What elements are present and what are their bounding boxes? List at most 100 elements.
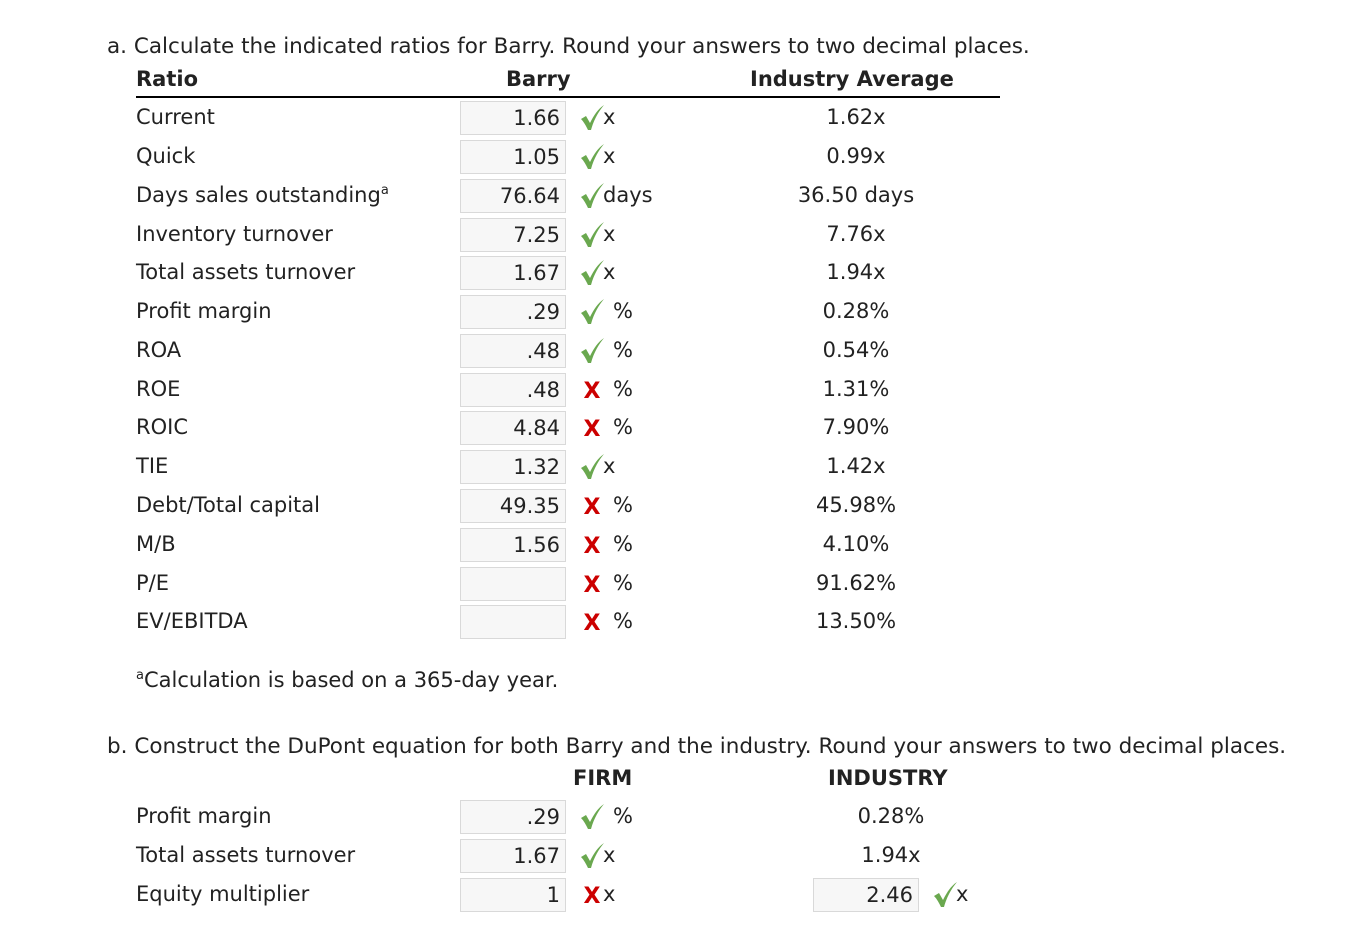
row-label-text: P/E bbox=[136, 571, 170, 595]
ratio-row-mark: X bbox=[579, 492, 605, 520]
ratio-row-input[interactable] bbox=[460, 256, 566, 290]
ratio-row-mark bbox=[579, 337, 605, 365]
ratio-row-label: Current bbox=[136, 105, 215, 129]
ratio-row-unit: % bbox=[613, 609, 633, 633]
ratio-row-label: ROA bbox=[136, 338, 181, 362]
ratio-row-mark bbox=[579, 143, 605, 171]
row-label-text: ROIC bbox=[136, 415, 188, 439]
checkmark-icon bbox=[581, 105, 604, 130]
dupont-row-industry-value: 0.28% bbox=[857, 804, 925, 828]
svg-text:X: X bbox=[584, 495, 601, 520]
dupont-row-label: Profit margin bbox=[136, 804, 272, 828]
ratio-row-mark: X bbox=[579, 414, 605, 442]
ratio-row-label: Debt/Total capital bbox=[136, 493, 320, 517]
ratio-row-mark: X bbox=[579, 570, 605, 598]
ratio-row-input[interactable] bbox=[460, 373, 566, 407]
ratio-row-mark: X bbox=[579, 608, 605, 636]
ratio-row-label: Inventory turnover bbox=[136, 222, 333, 246]
ratio-row-mark bbox=[579, 221, 605, 249]
ratio-row-industry-value: 91.62% bbox=[815, 571, 897, 595]
row-label-text: Quick bbox=[136, 144, 196, 168]
row-label-text: ROA bbox=[136, 338, 182, 362]
row-label-text: Days sales outstanding bbox=[136, 183, 381, 207]
cross-icon: X bbox=[584, 573, 601, 598]
industry-equity-multiplier-input[interactable] bbox=[813, 878, 919, 912]
svg-text:X: X bbox=[584, 884, 601, 909]
checkmark-icon bbox=[581, 338, 604, 363]
svg-text:X: X bbox=[584, 573, 601, 598]
checkmark-icon bbox=[581, 804, 604, 829]
dupont-row-unit: x bbox=[603, 882, 616, 906]
ratio-row-input[interactable] bbox=[460, 489, 566, 523]
cross-icon: X bbox=[584, 379, 601, 404]
checkmark-icon bbox=[581, 299, 604, 324]
dupont-row-input[interactable] bbox=[460, 839, 566, 873]
ratio-row-industry-value: 13.50% bbox=[815, 609, 897, 633]
ratio-row-input[interactable] bbox=[460, 140, 566, 174]
ratio-row-unit: % bbox=[613, 338, 633, 362]
ratio-row-input[interactable] bbox=[460, 295, 566, 329]
cross-icon: X bbox=[584, 417, 601, 442]
header-ratio: Ratio bbox=[136, 67, 199, 91]
header-firm: FIRM bbox=[573, 766, 633, 790]
part-b-prompt: b. Construct the DuPont equation for bot… bbox=[107, 734, 1287, 759]
part-a-prompt: a. Calculate the indicated ratios for Ba… bbox=[107, 34, 1030, 59]
ratio-row-label: ROIC bbox=[136, 415, 188, 439]
cross-icon: X bbox=[584, 534, 601, 559]
ratio-row-unit: % bbox=[613, 415, 633, 439]
header-industry: INDUSTRY bbox=[828, 766, 948, 790]
ratio-row-input[interactable] bbox=[460, 450, 566, 484]
row-label-text: ROE bbox=[136, 377, 181, 401]
dupont-row-mark: X bbox=[579, 881, 605, 909]
ratio-row-input[interactable] bbox=[460, 179, 566, 213]
ratio-row-label: Profit margin bbox=[136, 299, 272, 323]
ratio-row-input[interactable] bbox=[460, 334, 566, 368]
ratio-row-input[interactable] bbox=[460, 218, 566, 252]
row-label-text: Inventory turnover bbox=[136, 222, 333, 246]
cross-icon: X bbox=[584, 884, 601, 909]
ratio-row-unit: days bbox=[603, 183, 653, 207]
dupont-row-input[interactable] bbox=[460, 800, 566, 834]
ratio-row-label: Total assets turnover bbox=[136, 260, 355, 284]
row-label-text: EV/EBITDA bbox=[136, 609, 248, 633]
ratio-row-unit: x bbox=[603, 454, 616, 478]
ratio-row-mark bbox=[579, 298, 605, 326]
svg-text:X: X bbox=[584, 417, 601, 442]
ratio-row-label: P/E bbox=[136, 571, 169, 595]
header-industry-average: Industry Average bbox=[750, 67, 954, 91]
ratio-row-unit: % bbox=[613, 493, 633, 517]
checkmark-icon bbox=[581, 454, 604, 479]
footnote-marker: a bbox=[380, 183, 389, 198]
ratio-row-input[interactable] bbox=[460, 528, 566, 562]
checkmark-icon bbox=[934, 882, 957, 907]
ratio-row-unit: x bbox=[603, 260, 616, 284]
ratio-row-unit: % bbox=[613, 299, 633, 323]
ratio-row-label: M/B bbox=[136, 532, 176, 556]
ratio-row-industry-value: 0.99x bbox=[826, 144, 886, 168]
ratio-row-unit: x bbox=[603, 105, 616, 129]
dupont-row-unit: % bbox=[613, 804, 633, 828]
ratio-row-mark bbox=[579, 453, 605, 481]
dupont-row-input[interactable] bbox=[460, 878, 566, 912]
ratio-row-input[interactable] bbox=[460, 567, 566, 601]
ratio-row-industry-value: 1.62x bbox=[826, 105, 886, 129]
checkmark-icon bbox=[581, 222, 604, 247]
ratio-row-industry-value: 36.50 days bbox=[797, 183, 915, 207]
ratio-row-industry-value: 45.98% bbox=[815, 493, 897, 517]
ratio-row-input[interactable] bbox=[460, 411, 566, 445]
row-label-text: TIE bbox=[136, 454, 169, 478]
checkmark-icon bbox=[581, 144, 604, 169]
row-label-text: Equity multiplier bbox=[136, 882, 310, 906]
ratio-row-input[interactable] bbox=[460, 101, 566, 135]
footnote: aCalculation is based on a 365-day year. bbox=[136, 668, 558, 692]
row-label-text: Total assets turnover bbox=[136, 843, 356, 867]
ratio-row-label: TIE bbox=[136, 454, 168, 478]
ratio-row-input[interactable] bbox=[460, 605, 566, 639]
ratio-row-industry-value: 7.76x bbox=[826, 222, 886, 246]
ratio-row-industry-value: 1.94x bbox=[826, 260, 886, 284]
footnote-superscript: a bbox=[136, 668, 144, 683]
header-barry: Barry bbox=[506, 67, 571, 91]
checkmark-icon bbox=[581, 183, 604, 208]
ratio-row-mark bbox=[579, 182, 605, 210]
ratio-row-label: EV/EBITDA bbox=[136, 609, 248, 633]
